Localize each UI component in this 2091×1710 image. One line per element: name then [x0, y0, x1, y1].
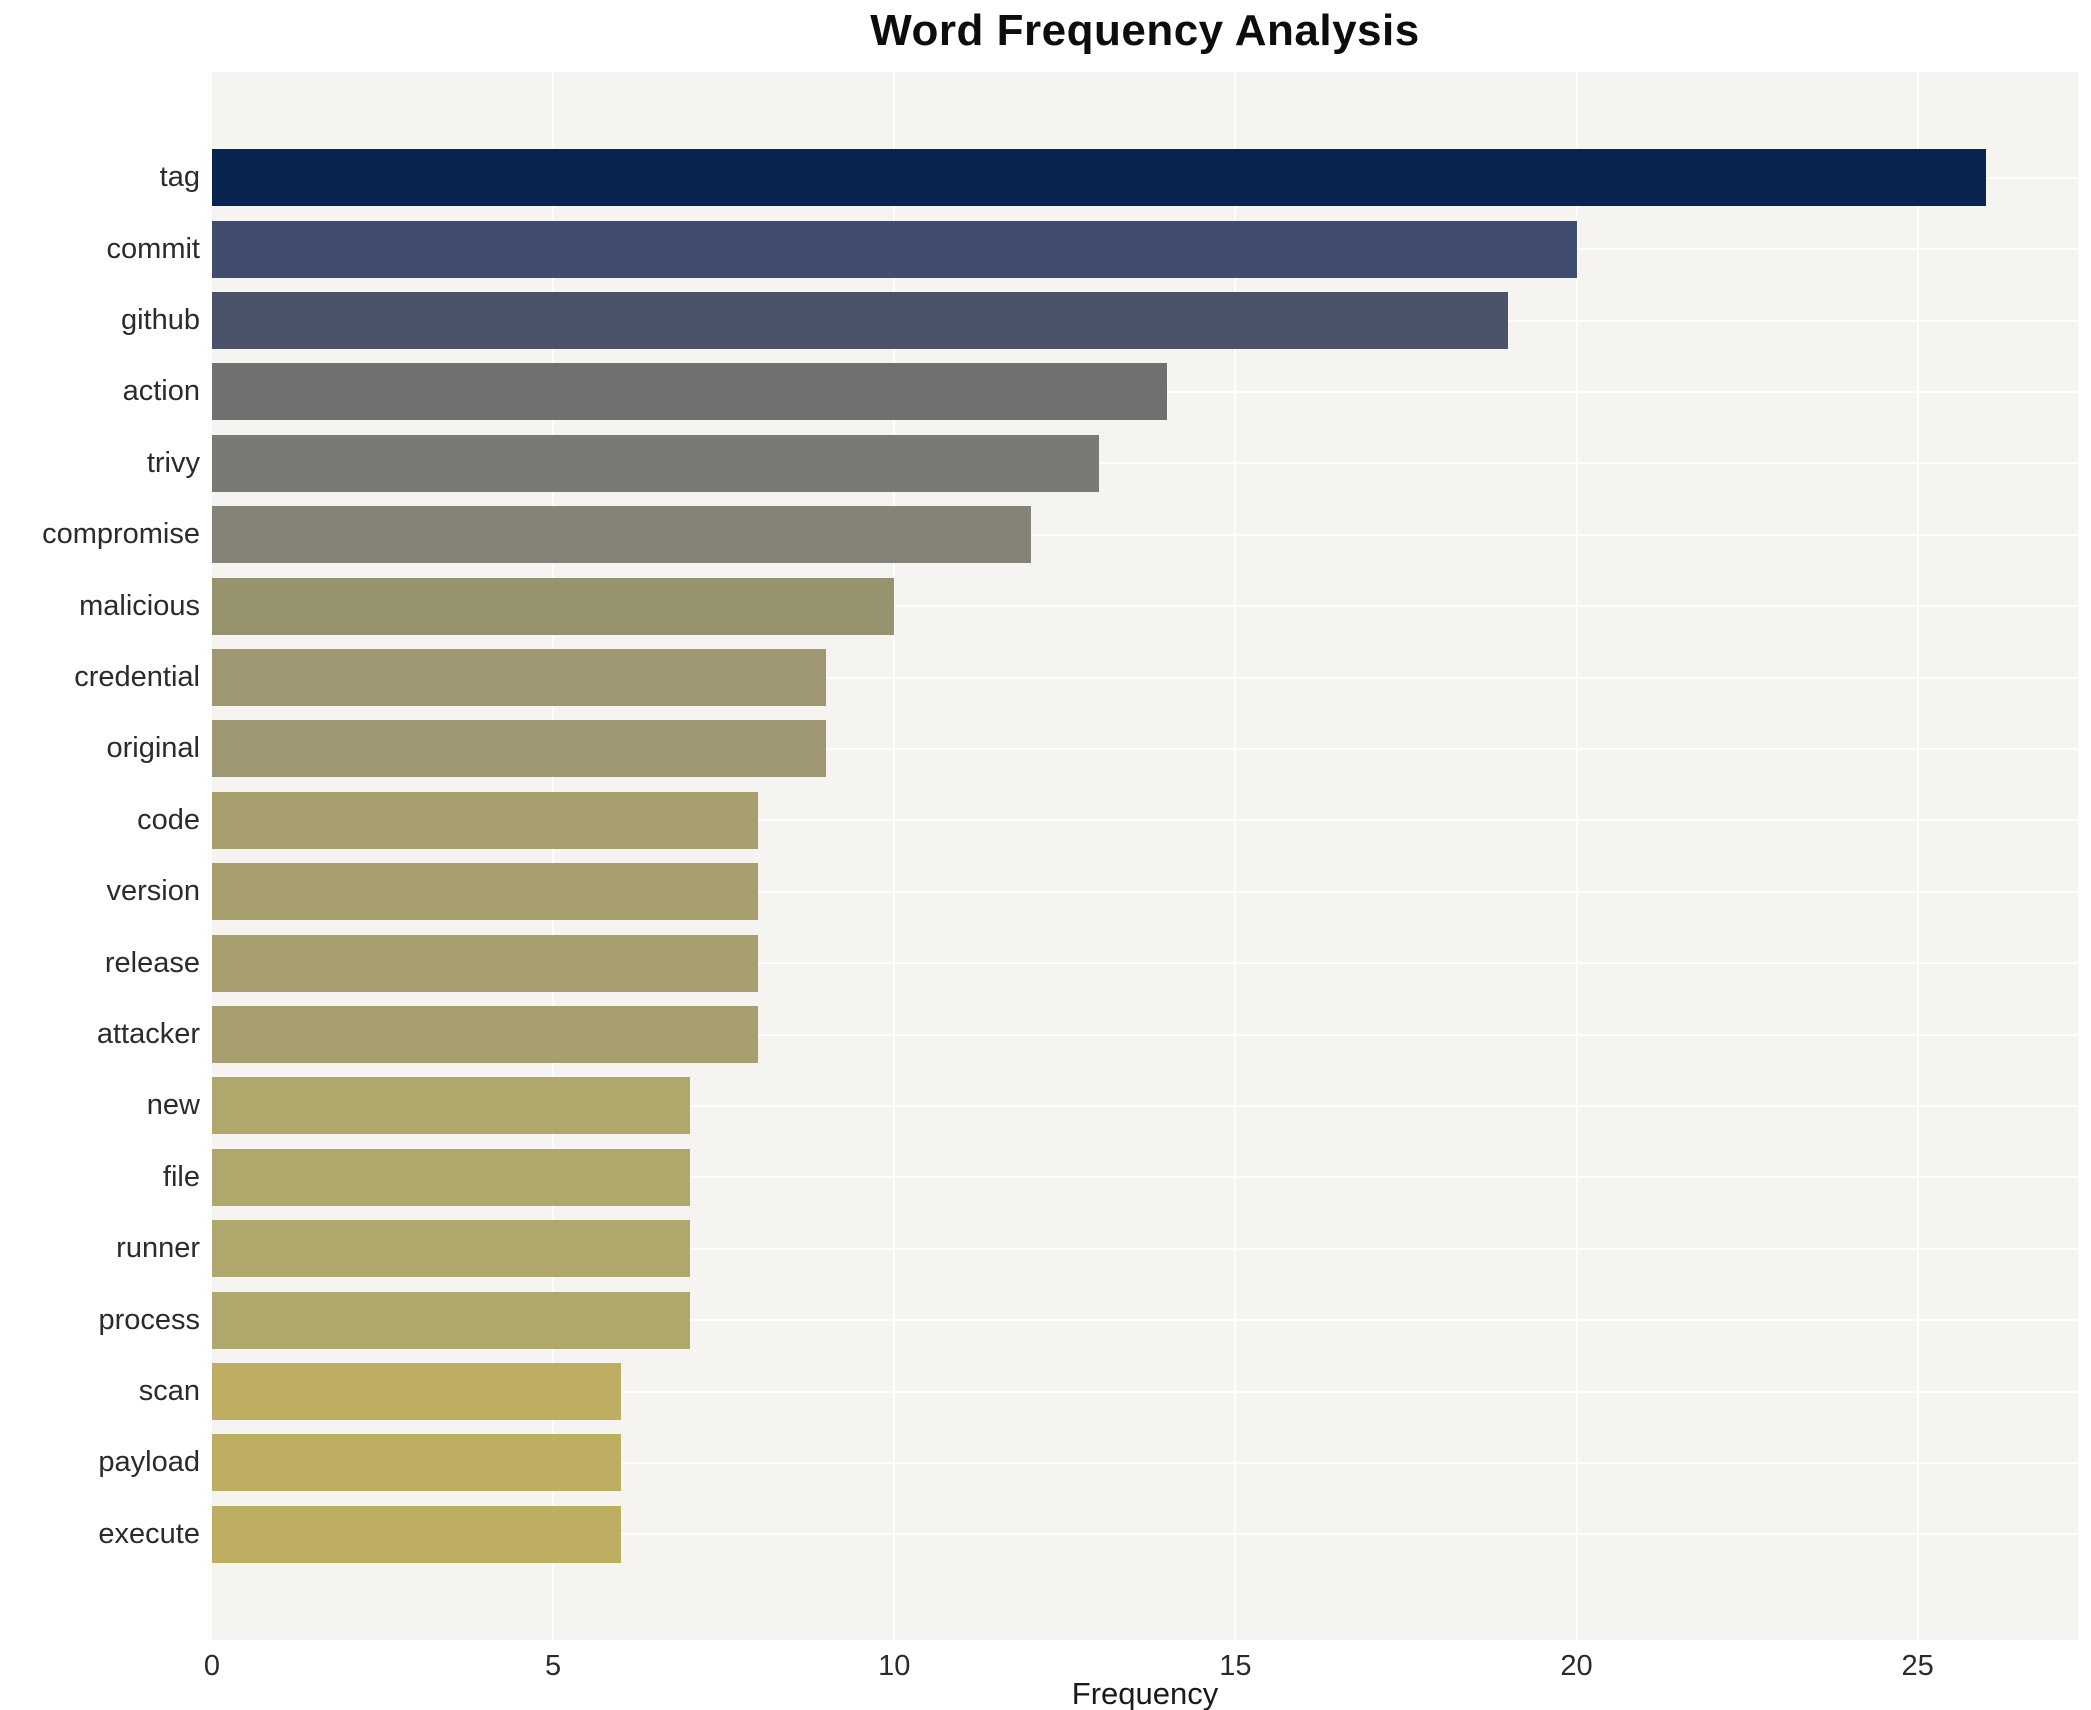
gridline-y-version	[212, 890, 2078, 893]
bar-new	[212, 1077, 690, 1135]
gridline-y-code	[212, 819, 2078, 822]
gridline-y-execute	[212, 1533, 2078, 1536]
gridline-y-original	[212, 747, 2078, 750]
x-tick-0: 0	[203, 1650, 221, 1682]
gridline-y-scan	[212, 1390, 2078, 1393]
y-label-action: action	[122, 375, 200, 408]
bar-action	[212, 363, 1168, 421]
y-label-execute: execute	[98, 1517, 200, 1550]
bar-commit	[212, 220, 1577, 278]
gridline-y-release	[212, 962, 2078, 965]
plot-area	[212, 72, 2078, 1640]
gridline-y-process	[212, 1319, 2078, 1322]
x-tick-15: 15	[1219, 1650, 1252, 1682]
bar-file	[212, 1148, 690, 1206]
gridline-y-credential	[212, 676, 2078, 679]
gridline-x-5	[552, 72, 555, 1640]
x-tick-10: 10	[878, 1650, 911, 1682]
y-label-file: file	[162, 1160, 200, 1193]
bar-github	[212, 292, 1509, 349]
y-label-version: version	[106, 875, 201, 908]
y-label-process: process	[98, 1303, 200, 1336]
bar-payload	[212, 1434, 622, 1492]
bar-tag	[212, 149, 1986, 207]
bar-trivy	[212, 434, 1099, 492]
x-tick-25: 25	[1901, 1650, 1934, 1682]
bar-execute	[212, 1505, 622, 1563]
y-label-runner: runner	[116, 1232, 200, 1265]
bar-runner	[212, 1220, 690, 1278]
bar-original	[212, 720, 827, 778]
gridline-y-new	[212, 1104, 2078, 1107]
gridline-y-attacker	[212, 1033, 2078, 1036]
x-axis-label: Frequency	[1071, 1676, 1219, 1710]
bar-compromise	[212, 506, 1031, 564]
y-label-attacker: attacker	[96, 1018, 200, 1050]
y-label-release: release	[104, 946, 200, 979]
bar-attacker	[212, 1006, 758, 1063]
gridline-y-trivy	[212, 462, 2078, 465]
y-label-code: code	[137, 803, 200, 836]
gridline-y-runner	[212, 1247, 2078, 1250]
gridline-y-payload	[212, 1461, 2078, 1464]
bar-release	[212, 934, 758, 992]
gridline-x-25	[1916, 72, 1919, 1640]
x-tick-5: 5	[545, 1650, 562, 1682]
gridline-x-10	[893, 72, 896, 1640]
y-label-github: github	[120, 304, 200, 336]
y-label-malicious: malicious	[79, 589, 200, 622]
bar-malicious	[212, 577, 895, 635]
gridline-y-file	[212, 1176, 2078, 1179]
gridline-y-compromise	[212, 533, 2078, 536]
chart-title: Word Frequency Analysis	[870, 6, 1420, 55]
y-label-trivy: trivy	[146, 446, 200, 479]
bar-version	[212, 863, 758, 921]
gridline-x-15	[1234, 72, 1237, 1640]
bar-process	[212, 1291, 690, 1349]
y-label-credential: credential	[74, 661, 200, 693]
y-label-tag: tag	[159, 161, 200, 194]
bar-code	[212, 791, 758, 849]
x-axis-ticks: 0 5 10 15 20 25	[0, 1650, 2091, 1690]
y-label-compromise: compromise	[42, 518, 200, 551]
y-label-new: new	[146, 1089, 200, 1122]
bar-credential	[212, 649, 827, 706]
y-label-payload: payload	[98, 1446, 200, 1479]
gridline-y-malicious	[212, 605, 2078, 608]
y-label-original: original	[106, 732, 201, 765]
y-label-commit: commit	[106, 232, 200, 265]
gridline-x-20	[1575, 72, 1578, 1640]
y-label-scan: scan	[138, 1375, 200, 1407]
x-tick-20: 20	[1560, 1650, 1593, 1682]
bar-scan	[212, 1363, 622, 1420]
y-axis-labels: tag commit github action trivy compromise mali…	[0, 72, 200, 1640]
